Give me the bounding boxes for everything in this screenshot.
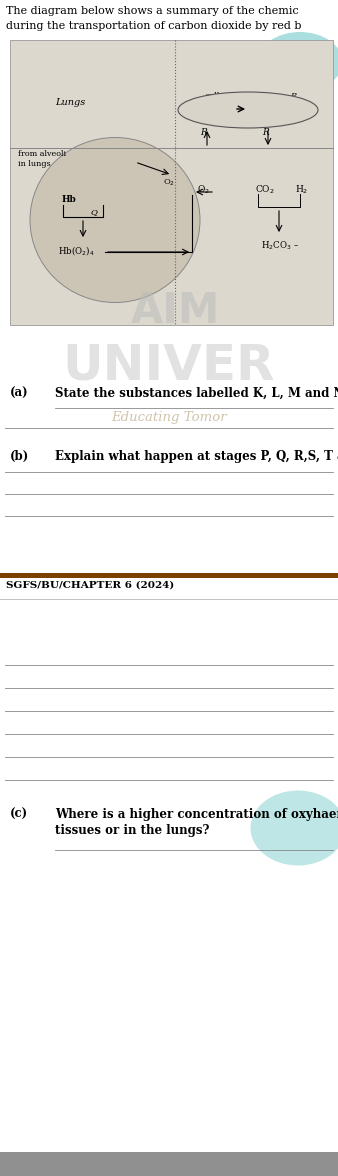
Text: UNIVER: UNIVER bbox=[63, 342, 275, 390]
Text: K + O$_2$: K + O$_2$ bbox=[187, 105, 219, 118]
Ellipse shape bbox=[178, 92, 318, 128]
Text: from alveoli: from alveoli bbox=[18, 151, 66, 158]
Bar bbox=[0, 1152, 338, 1176]
Text: H$_2$CO$_3$ –: H$_2$CO$_3$ – bbox=[261, 240, 299, 253]
Ellipse shape bbox=[30, 138, 200, 302]
Text: Q: Q bbox=[90, 208, 97, 216]
Text: R: R bbox=[200, 128, 207, 136]
Text: P: P bbox=[290, 92, 296, 100]
Text: during the transportation of carbon dioxide by red b: during the transportation of carbon diox… bbox=[6, 21, 301, 31]
Text: cell: cell bbox=[205, 92, 220, 100]
Text: CO$_2$: CO$_2$ bbox=[255, 183, 275, 195]
Text: The diagram below shows a summary of the chemic: The diagram below shows a summary of the… bbox=[6, 6, 299, 16]
Text: Hb: Hb bbox=[62, 195, 77, 203]
Text: CO$_2$ + H$_2$O: CO$_2$ + H$_2$O bbox=[250, 105, 301, 118]
Text: tissues or in the lungs?: tissues or in the lungs? bbox=[55, 824, 209, 837]
Text: O$_2$: O$_2$ bbox=[197, 183, 210, 195]
Text: in lungs: in lungs bbox=[18, 160, 51, 168]
Text: Hb(O$_2$)$_4$: Hb(O$_2$)$_4$ bbox=[58, 243, 95, 258]
Bar bbox=[0, 573, 338, 577]
Ellipse shape bbox=[250, 790, 338, 866]
Text: (c): (c) bbox=[10, 808, 28, 821]
Text: SGFS/BU/CHAPTER 6 (2024): SGFS/BU/CHAPTER 6 (2024) bbox=[6, 581, 174, 590]
Text: (a): (a) bbox=[10, 387, 29, 400]
Text: O$_2$: O$_2$ bbox=[163, 178, 175, 188]
Text: (b): (b) bbox=[10, 450, 29, 463]
Text: R: R bbox=[262, 128, 269, 136]
Bar bbox=[10, 40, 333, 325]
Text: AIM: AIM bbox=[130, 290, 220, 332]
Text: Educating Tomor: Educating Tomor bbox=[111, 410, 227, 425]
Text: State the substances labelled K, L, M and N in: State the substances labelled K, L, M an… bbox=[55, 387, 338, 400]
Text: Explain what happen at stages P, Q, R,S, T an: Explain what happen at stages P, Q, R,S,… bbox=[55, 450, 338, 463]
Text: Lungs: Lungs bbox=[55, 98, 85, 107]
Text: Where is a higher concentration of oxyhaem: Where is a higher concentration of oxyha… bbox=[55, 808, 338, 821]
Text: H$_2$: H$_2$ bbox=[295, 183, 308, 195]
Ellipse shape bbox=[258, 32, 338, 92]
